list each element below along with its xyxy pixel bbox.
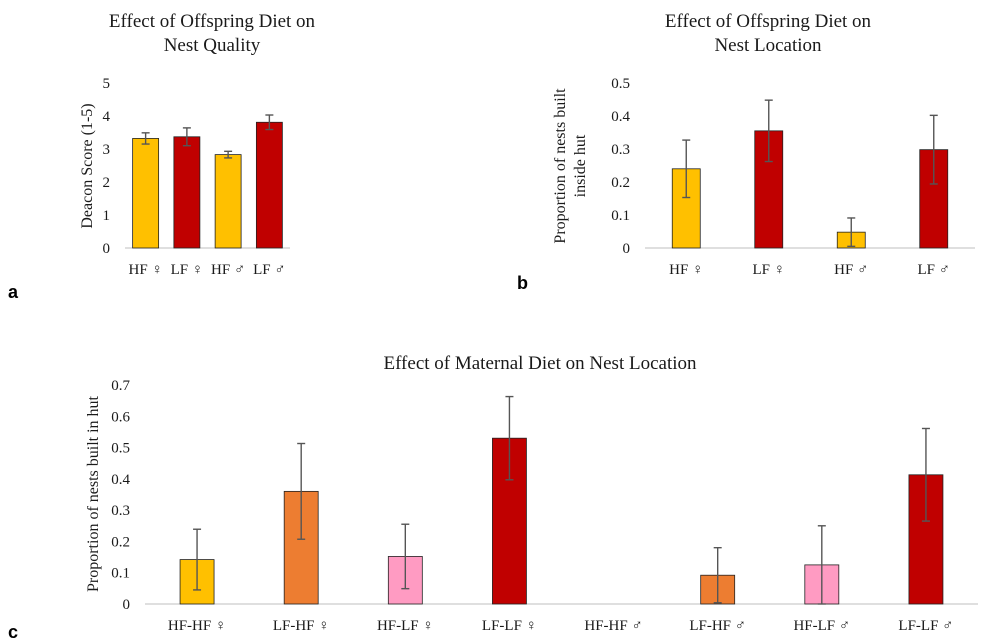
chart-title-line: Effect of Offspring Diet on [665, 11, 872, 32]
y-tick-label: 0.2 [611, 175, 630, 191]
chart-panel-c: Effect of Maternal Diet on Nest Location… [8, 353, 978, 640]
y-axis-label: Proportion of nests built [552, 88, 569, 244]
y-axis-label: Proportion of nests built in hut [85, 395, 102, 592]
x-tick-label: HF ♂ [211, 262, 245, 278]
panel-letter: c [8, 622, 18, 640]
y-tick-label: 0.4 [111, 472, 130, 488]
y-tick-label: 4 [103, 109, 111, 125]
y-tick-label: 0.5 [111, 441, 130, 457]
x-tick-label: LF-HF ♀ [273, 618, 330, 634]
x-tick-label: HF-HF ♀ [168, 618, 226, 634]
y-tick-label: 2 [103, 175, 111, 191]
x-tick-label: HF ♂ [834, 262, 868, 278]
chart-title-line: Effect of Offspring Diet on [109, 11, 316, 32]
y-tick-label: 3 [103, 142, 111, 158]
x-tick-label: LF-LF ♂ [898, 618, 953, 634]
y-tick-label: 0.1 [111, 566, 130, 582]
x-tick-label: HF-HF ♂ [584, 618, 642, 634]
y-tick-label: 5 [103, 76, 111, 92]
chart-title-line: Nest Location [714, 35, 822, 56]
x-tick-label: LF-LF ♀ [482, 618, 537, 634]
x-tick-label: LF ♀ [752, 262, 785, 278]
y-axis-label: Deacon Score (1-5) [79, 103, 96, 228]
x-tick-label: HF ♀ [129, 262, 163, 278]
y-tick-label: 0 [623, 241, 631, 257]
chart-panel-a: Effect of Offspring Diet on Nest Quality a… [8, 11, 316, 302]
y-tick-label: 1 [103, 208, 111, 224]
x-tick-label: HF ♀ [669, 262, 703, 278]
panel-letter: a [8, 282, 19, 302]
y-tick-label: 0.1 [611, 208, 630, 224]
x-tick-label: LF ♀ [171, 262, 204, 278]
bar-4 [255, 121, 283, 249]
bar-4 [919, 149, 949, 249]
y-tick-label: 0.7 [111, 378, 130, 394]
y-tick-label: 0.2 [111, 534, 130, 550]
chart-panel-b: Effect of Offspring Diet on Nest Location… [517, 11, 975, 293]
bar-1 [132, 138, 160, 249]
panel-letter: b [517, 273, 528, 293]
y-tick-label: 0 [123, 597, 131, 613]
y-tick-label: 0.3 [111, 503, 130, 519]
chart-title-line: Effect of Maternal Diet on Nest Location [383, 353, 697, 374]
x-tick-label: LF ♂ [917, 262, 950, 278]
y-tick-label: 0.3 [611, 142, 630, 158]
x-tick-label: HF-LF ♀ [377, 618, 434, 634]
bar-3 [214, 154, 242, 249]
y-tick-label: 0 [103, 241, 111, 257]
bar-2 [173, 136, 201, 249]
x-tick-label: HF-LF ♂ [793, 618, 850, 634]
x-tick-label: LF-HF ♂ [689, 618, 746, 634]
y-tick-label: 0.5 [611, 76, 630, 92]
y-axis-label: inside hut [572, 134, 589, 197]
y-tick-label: 0.6 [111, 409, 130, 425]
chart-title-line: Nest Quality [164, 35, 261, 56]
x-tick-label: LF ♂ [253, 262, 286, 278]
y-tick-label: 0.4 [611, 109, 630, 125]
